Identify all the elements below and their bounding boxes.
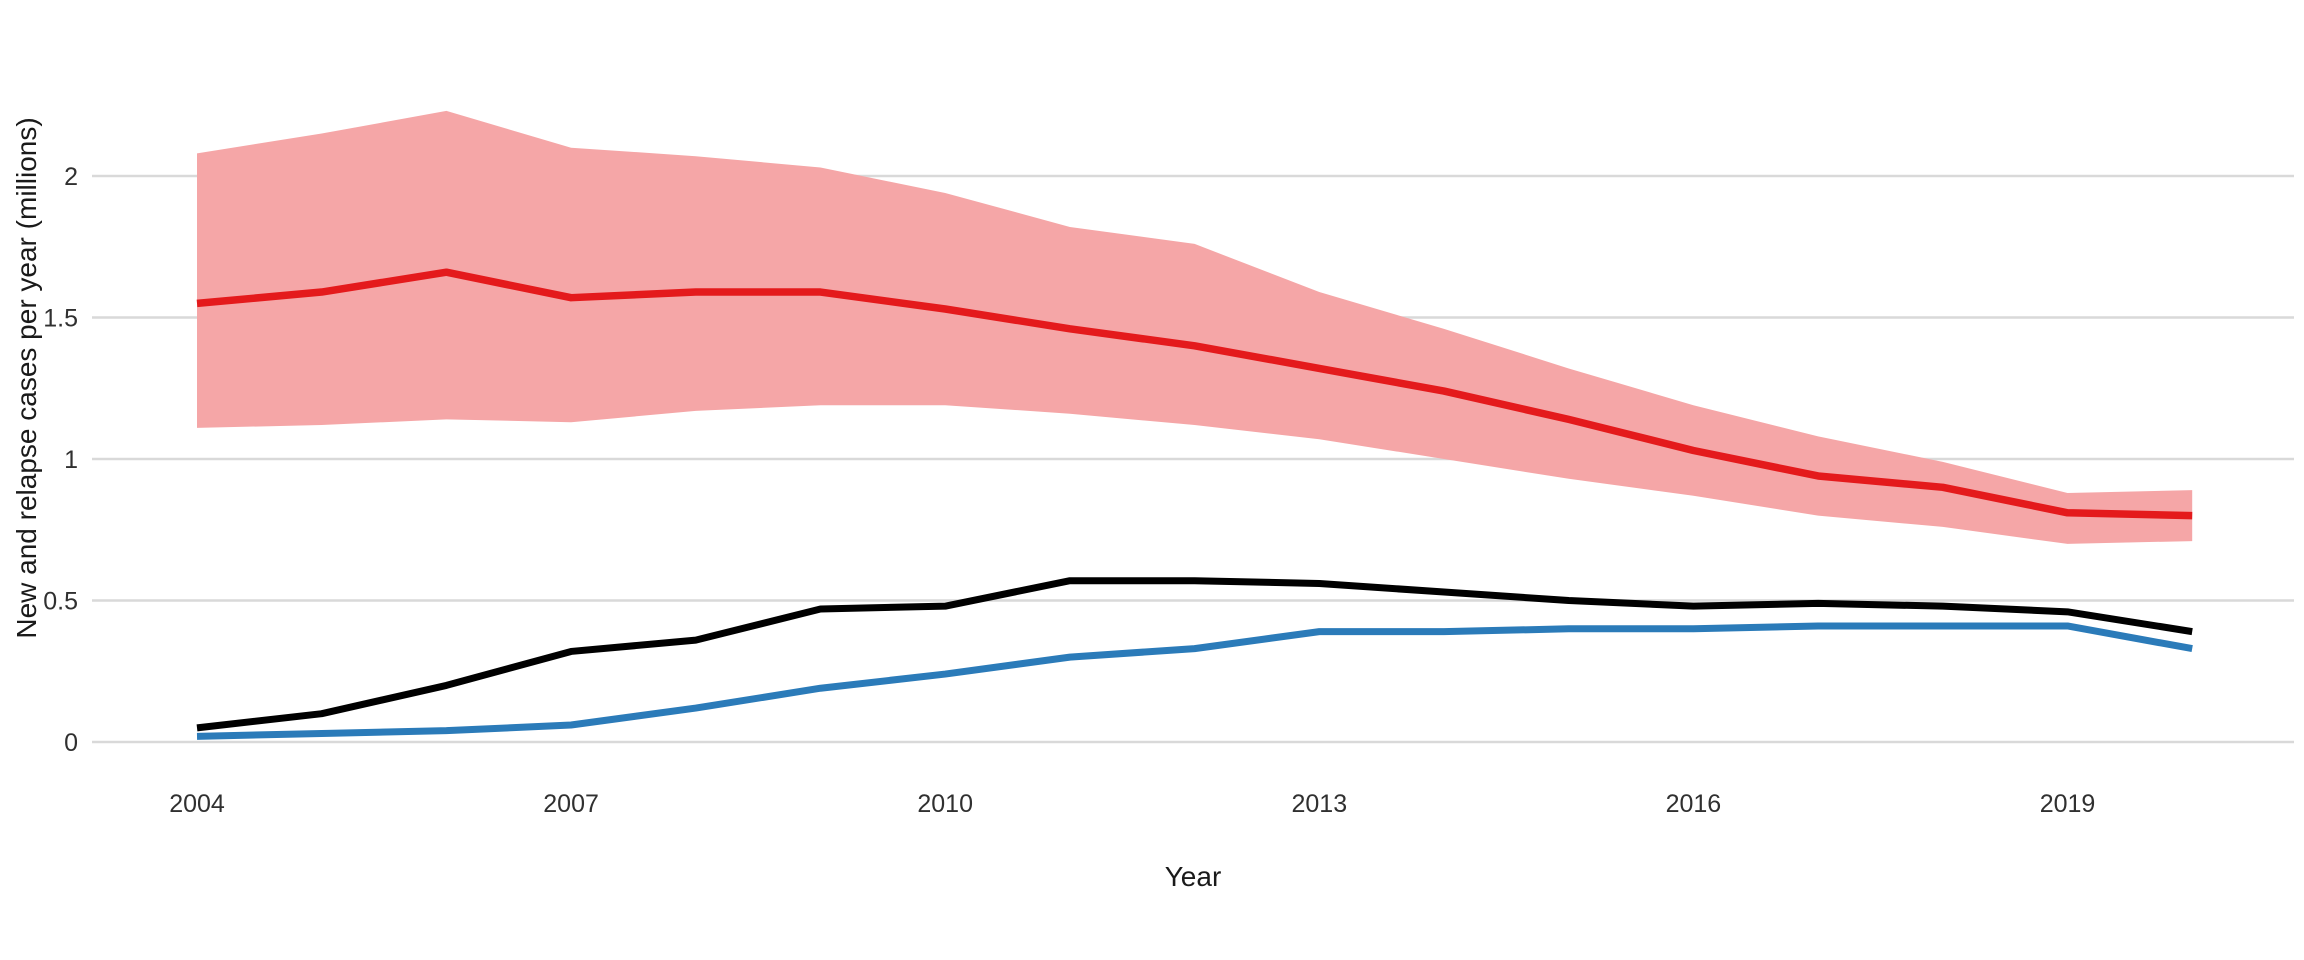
uncertainty-band [197, 110, 2193, 544]
y-tick-label: 0.5 [43, 587, 78, 615]
x-tick-label: 2016 [1666, 790, 1722, 818]
uncertainty-band-group [197, 110, 2193, 544]
y-axis-tick-labels: 0 0.5 1 1.5 2 [43, 163, 78, 757]
y-tick-label: 1.5 [43, 304, 78, 332]
blue-line [196, 622, 2193, 740]
x-tick-label: 2004 [169, 790, 225, 818]
x-tick-label: 2007 [543, 790, 599, 818]
x-axis-title: Year [1165, 861, 1222, 892]
x-tick-label: 2010 [917, 790, 973, 818]
y-axis-title: New and relapse cases per year (millions… [11, 117, 42, 638]
y-tick-label: 1 [64, 446, 78, 474]
x-axis-tick-labels: 2004 2007 2010 2013 2016 2019 [169, 790, 2095, 818]
y-tick-label: 0 [64, 729, 78, 757]
x-tick-label: 2013 [1291, 790, 1347, 818]
black-line [196, 577, 2193, 732]
red-line-estimate [196, 268, 2193, 520]
y-tick-label: 2 [64, 163, 78, 191]
x-tick-label: 2019 [2040, 790, 2096, 818]
series-lines-group [196, 268, 2193, 740]
